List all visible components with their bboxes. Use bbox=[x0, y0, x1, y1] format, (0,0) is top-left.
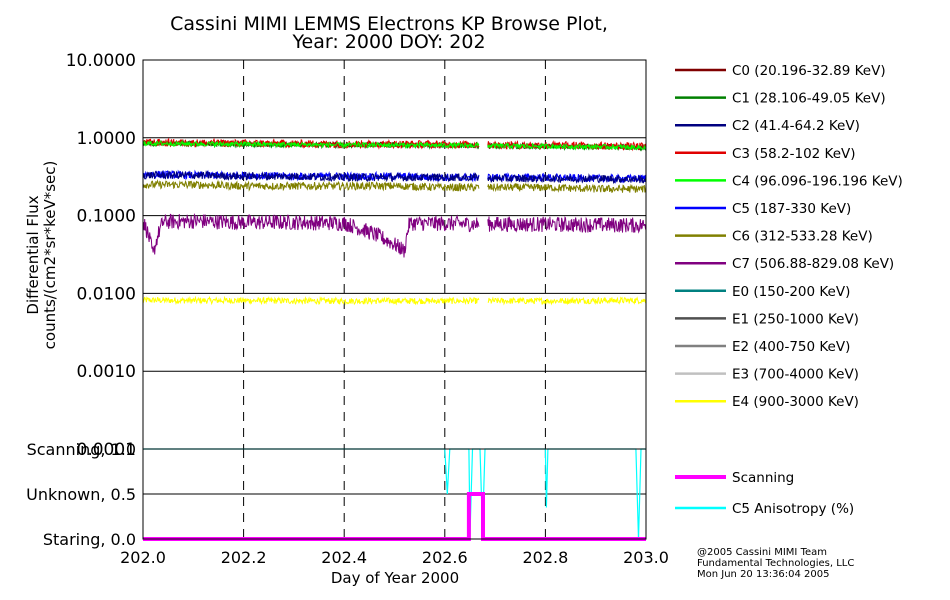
top-panel-grid bbox=[143, 59, 646, 450]
y-axis-label-line-1: Differential Flux bbox=[24, 195, 42, 314]
legend-label: Scanning bbox=[732, 470, 794, 486]
top-y-tick-label: 0.0001 bbox=[77, 440, 136, 460]
bottom-panel-grid bbox=[143, 448, 646, 539]
bottom-legend: Scanning C5 Anisotropy (%) bbox=[675, 470, 854, 517]
series-line-c6 bbox=[487, 182, 647, 194]
x-axis-label: Day of Year 2000 bbox=[331, 569, 459, 587]
footer-credit: @2005 Cassini MIMI Team bbox=[697, 547, 827, 558]
legend-label: C4 (96.096-196.196 KeV) bbox=[732, 173, 903, 189]
top-legend: C0 (20.196-32.89 KeV) C1 (28.106-49.05 Ke… bbox=[675, 63, 903, 410]
footer-company: Fundamental Technologies, LLC bbox=[697, 558, 854, 569]
series-line-c2 bbox=[487, 173, 647, 185]
legend-label: C0 (20.196-32.89 KeV) bbox=[732, 63, 886, 79]
series-line-e4 bbox=[142, 295, 480, 306]
legend-label: C2 (41.4-64.2 KeV) bbox=[732, 118, 860, 134]
top-panel-series bbox=[142, 137, 647, 306]
x-tick-label: 202.0 bbox=[120, 548, 166, 567]
series-line-c7 bbox=[487, 216, 647, 234]
series-line-c7 bbox=[142, 213, 480, 258]
x-axis-tick-labels: 202.0 202.2 202.4 202.6 202.8 203.0 bbox=[120, 548, 669, 567]
series-line-c4 bbox=[487, 142, 647, 151]
series-line-c4 bbox=[142, 139, 480, 150]
legend-label: E1 (250-1000 KeV) bbox=[732, 311, 859, 327]
series-line-c2 bbox=[142, 170, 480, 183]
legend-label: C5 (187-330 KeV) bbox=[732, 201, 851, 217]
x-tick-label: 202.8 bbox=[522, 548, 568, 567]
bottom-y-tick-label: Staring, 0.0 bbox=[43, 530, 136, 549]
legend-label: E0 (150-200 KeV) bbox=[732, 284, 850, 300]
bottom-y-tick-label: Unknown, 0.5 bbox=[26, 485, 136, 504]
legend-label: C6 (312-533.28 KeV) bbox=[732, 229, 873, 245]
legend-label: C5 Anisotropy (%) bbox=[732, 501, 854, 517]
top-y-tick-label: 0.1000 bbox=[77, 207, 136, 227]
top-y-tick-label: 10.0000 bbox=[66, 51, 136, 71]
x-tick-label: 202.2 bbox=[221, 548, 267, 567]
legend-label: E3 (700-4000 KeV) bbox=[732, 367, 859, 383]
top-y-tick-label: 0.0100 bbox=[77, 284, 136, 304]
top-panel-y-tick-labels: 10.0000 1.0000 0.1000 0.0100 0.0010 0.0001 bbox=[66, 51, 136, 460]
series-line-e4 bbox=[487, 296, 647, 306]
x-tick-label: 202.6 bbox=[422, 548, 468, 567]
legend-label: E2 (400-750 KeV) bbox=[732, 339, 850, 355]
legend-label: C7 (506.88-829.08 KeV) bbox=[732, 256, 894, 272]
series-line-c5-anisotropy bbox=[143, 448, 646, 540]
x-tick-label: 202.4 bbox=[321, 548, 367, 567]
top-y-tick-label: 1.0000 bbox=[77, 129, 136, 149]
top-y-tick-label: 0.0010 bbox=[77, 362, 136, 382]
bottom-panel-frame bbox=[142, 448, 647, 540]
bottom-y-tick-label: Scanning, 1.0 bbox=[27, 440, 136, 459]
legend-label: C3 (58.2-102 KeV) bbox=[732, 146, 856, 162]
top-panel-frame bbox=[142, 59, 647, 450]
x-tick-label: 203.0 bbox=[623, 548, 669, 567]
series-line-c6 bbox=[142, 179, 480, 192]
footer-timestamp: Mon Jun 20 13:36:04 2005 bbox=[697, 569, 830, 580]
y-axis-label-line-2: counts/(cm2*sr*keV*sec) bbox=[41, 161, 59, 350]
chart-title-line-1: Cassini MIMI LEMMS Electrons KP Browse P… bbox=[170, 13, 608, 35]
bottom-panel-y-tick-labels: Scanning, 1.0 Unknown, 0.5 Staring, 0.0 bbox=[26, 440, 136, 549]
legend-label: E4 (900-3000 KeV) bbox=[732, 394, 859, 410]
series-line-scanning bbox=[143, 492, 646, 541]
legend-label: C1 (28.106-49.05 KeV) bbox=[732, 91, 886, 107]
chart-title-line-2: Year: 2000 DOY: 202 bbox=[291, 31, 485, 53]
